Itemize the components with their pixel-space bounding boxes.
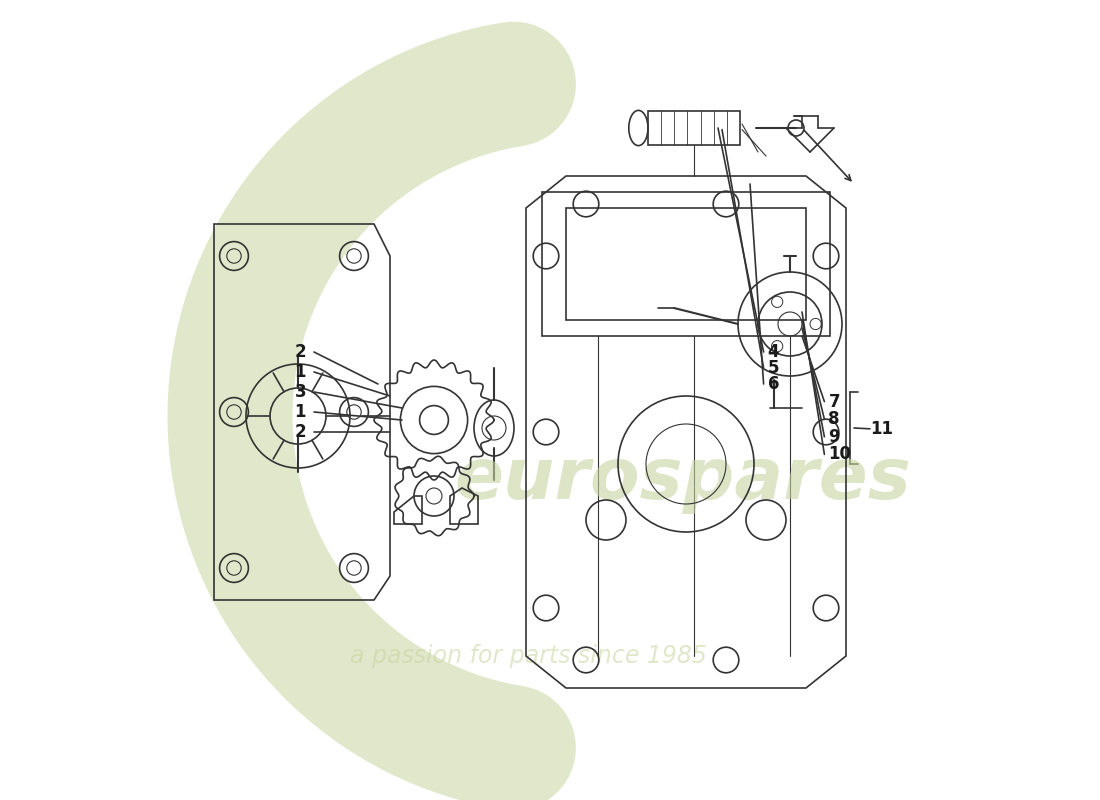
Bar [648, 111, 740, 145]
Text: eurospares: eurospares [454, 446, 911, 514]
Text: 4: 4 [768, 343, 779, 361]
Text: 8: 8 [828, 410, 840, 428]
Text: 7: 7 [828, 393, 840, 410]
Text: 6: 6 [768, 375, 779, 393]
Text: 2: 2 [295, 343, 306, 361]
Text: 2: 2 [295, 423, 306, 441]
Text: 1: 1 [295, 403, 306, 421]
Text: 5: 5 [768, 359, 779, 377]
Text: a passion for parts since 1985: a passion for parts since 1985 [350, 644, 707, 668]
Text: 11: 11 [870, 420, 893, 438]
Text: 1: 1 [295, 363, 306, 381]
Text: 3: 3 [295, 383, 306, 401]
Text: 10: 10 [828, 446, 851, 463]
Text: 9: 9 [828, 428, 840, 446]
